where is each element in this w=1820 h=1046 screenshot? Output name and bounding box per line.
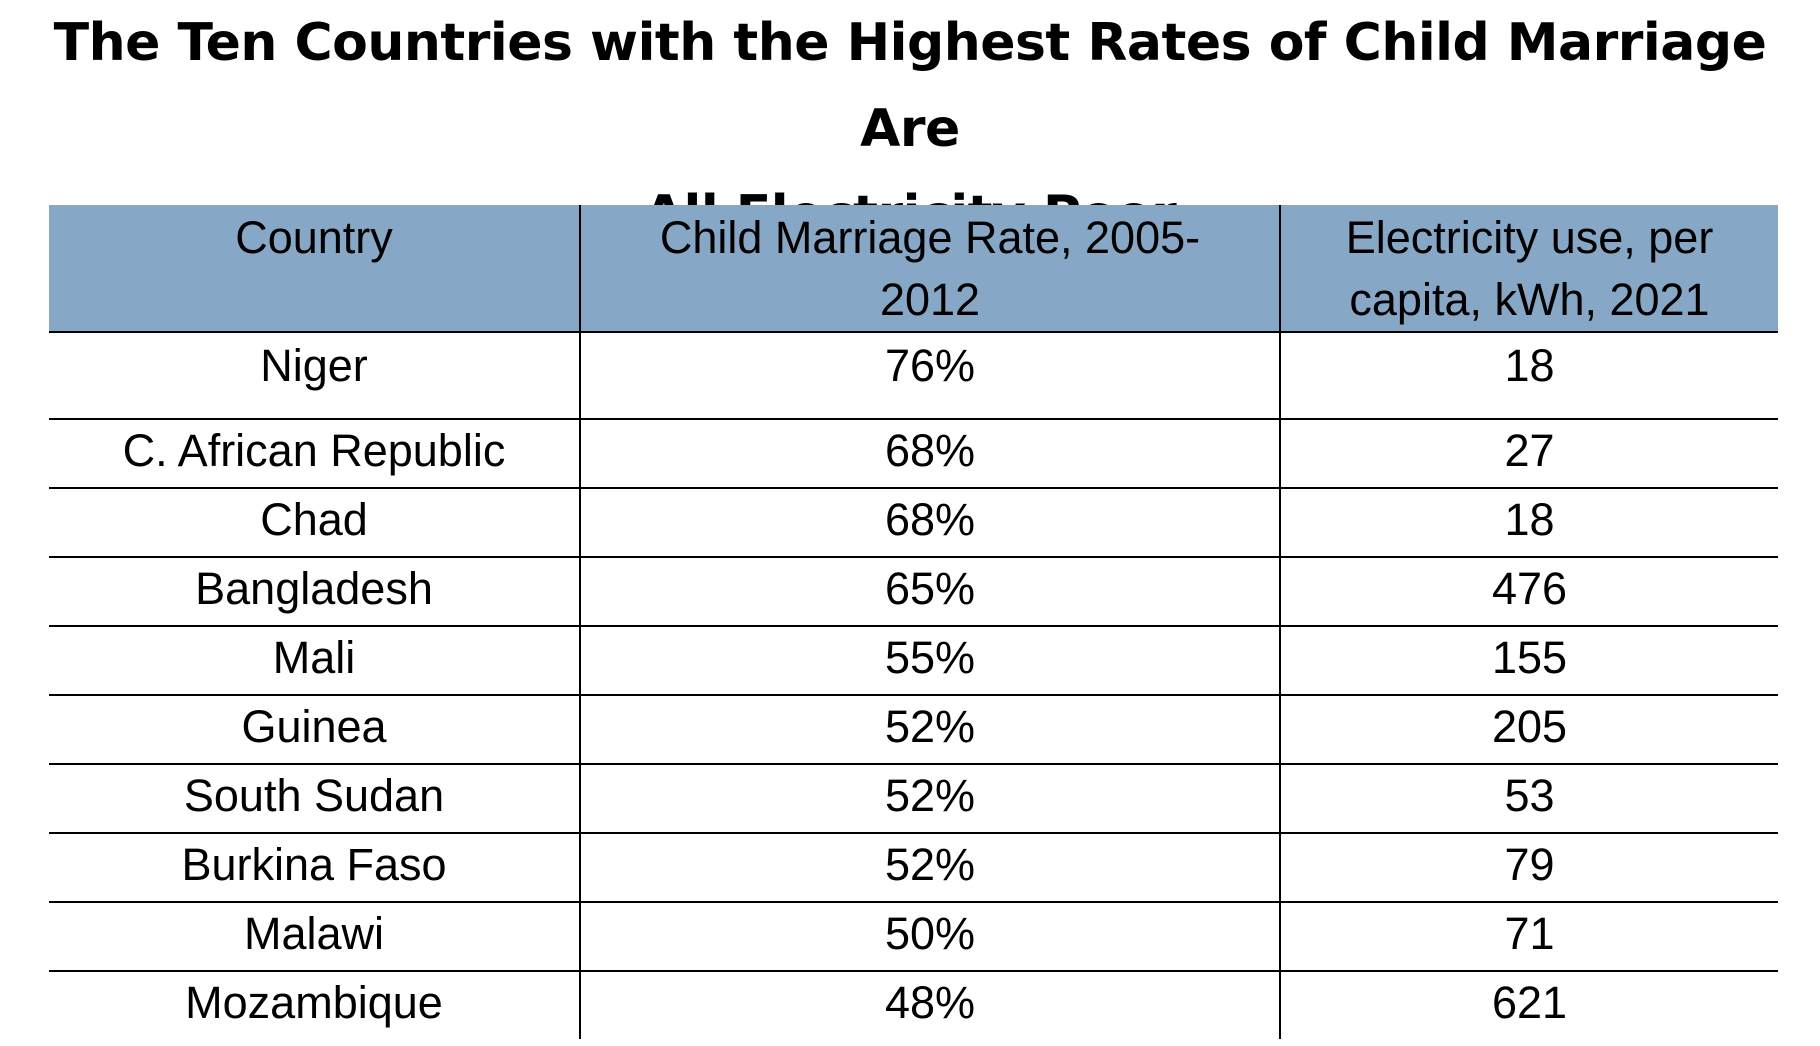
cell-electricity-use: 18 [1279,488,1778,558]
cell-country: Mali [49,626,580,696]
table-row: Burkina Faso 52% 79 [49,833,1778,903]
column-header-country: Country [49,205,580,333]
cell-child-marriage-rate: 76% [579,332,1280,420]
cell-child-marriage-rate: 68% [579,419,1280,489]
table-row: Malawi 50% 71 [49,902,1778,972]
column-header-electricity-use: Electricity use, per capita, kWh, 2021 [1279,205,1778,333]
cell-child-marriage-rate: 55% [579,626,1280,696]
cell-country: Bangladesh [49,557,580,627]
table-row: Niger 76% 18 [49,332,1778,420]
cell-country: South Sudan [49,764,580,834]
cell-electricity-use: 27 [1279,419,1778,489]
cell-country: Chad [49,488,580,558]
cell-child-marriage-rate: 68% [579,488,1280,558]
cell-child-marriage-rate: 48% [579,971,1280,1039]
table-row: Guinea 52% 205 [49,695,1778,765]
column-header-electricity-use-line-1: Electricity use, per [1345,212,1714,263]
column-header-child-marriage-rate-line-1: Child Marriage Rate, 2005- [659,212,1201,263]
cell-child-marriage-rate: 52% [579,833,1280,903]
cell-electricity-use: 18 [1279,332,1778,420]
column-header-country-line-1: Country [235,212,393,263]
cell-child-marriage-rate: 65% [579,557,1280,627]
column-header-child-marriage-rate: Child Marriage Rate, 2005- 2012 [579,205,1280,333]
table-row: Mozambique 48% 621 [49,971,1778,1039]
cell-electricity-use: 79 [1279,833,1778,903]
cell-electricity-use: 205 [1279,695,1778,765]
data-table: Country Child Marriage Rate, 2005- 2012 … [49,205,1778,1039]
table-body: Niger 76% 18 C. African Republic 68% 27 Chad 68… [49,332,1778,1039]
data-table-container: Country Child Marriage Rate, 2005- 2012 … [49,205,1778,1039]
table-row: Bangladesh 65% 476 [49,557,1778,627]
cell-country: Malawi [49,902,580,972]
column-header-child-marriage-rate-line-2: 2012 [879,274,981,325]
table-row: South Sudan 52% 53 [49,764,1778,834]
cell-country: C. African Republic [49,419,580,489]
cell-electricity-use: 71 [1279,902,1778,972]
cell-electricity-use: 476 [1279,557,1778,627]
cell-child-marriage-rate: 50% [579,902,1280,972]
cell-country: Burkina Faso [49,833,580,903]
table-row: Chad 68% 18 [49,488,1778,558]
cell-electricity-use: 621 [1279,971,1778,1039]
table-row: C. African Republic 68% 27 [49,419,1778,489]
cell-child-marriage-rate: 52% [579,764,1280,834]
cell-electricity-use: 155 [1279,626,1778,696]
cell-child-marriage-rate: 52% [579,695,1280,765]
cell-country: Niger [49,332,580,420]
header-row: Country Child Marriage Rate, 2005- 2012 … [49,205,1778,333]
cell-electricity-use: 53 [1279,764,1778,834]
column-header-electricity-use-line-2: capita, kWh, 2021 [1349,274,1710,325]
table-row: Mali 55% 155 [49,626,1778,696]
cell-country: Guinea [49,695,580,765]
cell-country: Mozambique [185,977,443,1028]
chart-title-line-1: The Ten Countries with the Highest Rates… [53,13,1767,159]
